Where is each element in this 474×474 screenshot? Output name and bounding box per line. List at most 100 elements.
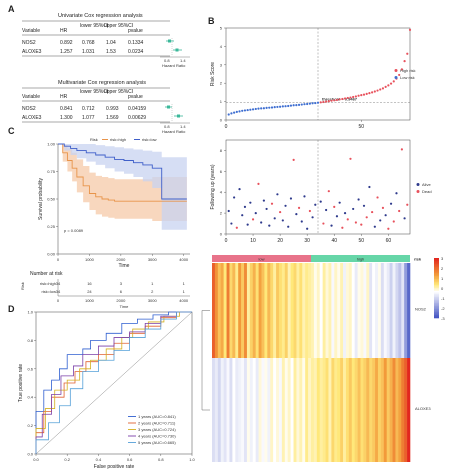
univariate-cox-table: Univariate Cox regression analysis Varia… <box>22 13 190 68</box>
heatmap-cell-nos2 <box>401 263 405 358</box>
follow-point <box>270 202 274 205</box>
uni-row-hr: 0.892 <box>60 40 73 46</box>
uni-row-hr: 1.257 <box>60 49 73 55</box>
x-tick-label: 2000 <box>116 257 126 262</box>
follow-point <box>341 226 344 229</box>
follow-point <box>327 190 330 193</box>
heatmap-cell-aloxe3 <box>316 358 321 462</box>
follow-point <box>230 222 233 225</box>
heatmap-cell-aloxe3 <box>249 358 254 462</box>
heatmap-cell-nos2 <box>220 263 224 358</box>
uni-tick: 0.8 <box>164 58 170 63</box>
risk-annotation-label: high <box>357 257 365 262</box>
x-tick-label: 1.0 <box>189 457 195 462</box>
color-scale-step <box>434 282 439 284</box>
heatmap-cell-aloxe3 <box>363 358 367 462</box>
risk-point <box>265 106 268 109</box>
heatmap-cell-nos2 <box>380 263 385 358</box>
heatmap-cell-nos2 <box>354 263 358 358</box>
follow-point <box>281 219 284 222</box>
x-tick-label: 50 <box>359 238 365 244</box>
color-scale-label: -1 <box>441 296 445 301</box>
y-tick-label: 0.00 <box>47 252 56 257</box>
legend-label: Dead <box>422 189 432 194</box>
color-scale-label: -3 <box>441 316 445 321</box>
km-survival-plot: Risk risk=high risk=low 0.00 0.25 0.50 0.75 1.0… <box>38 137 190 269</box>
color-scale-step <box>434 316 439 319</box>
heatmap-cell-aloxe3 <box>343 358 347 462</box>
risk-annotation-block <box>212 255 311 262</box>
heatmap-cell-aloxe3 <box>264 358 268 462</box>
heatmap-cell-aloxe3 <box>401 358 405 462</box>
risk-point <box>362 93 366 96</box>
risk-point <box>284 105 287 108</box>
x-axis-label: False positive rate <box>94 464 135 470</box>
follow-point <box>398 209 401 213</box>
risk-point <box>373 90 376 93</box>
legend-label: Alive <box>422 182 431 187</box>
heatmap-cell-aloxe3 <box>244 358 248 462</box>
heatmap-cell-nos2 <box>348 263 353 358</box>
panel-label-a: A <box>8 4 15 14</box>
color-scale-step <box>434 300 439 302</box>
heatmap-cell-nos2 <box>241 263 245 358</box>
heatmap-cell-nos2 <box>290 263 294 358</box>
follow-point <box>300 220 303 223</box>
heatmap-cell-aloxe3 <box>392 358 396 462</box>
y-tick-label: 0.4 <box>27 395 33 400</box>
x-tick-label: 0 <box>225 124 228 130</box>
heatmap-cell-aloxe3 <box>404 358 408 462</box>
table-time: 4000 <box>179 298 189 303</box>
follow-point <box>262 199 265 202</box>
risk-point <box>289 104 293 107</box>
follow-point <box>257 182 260 185</box>
risk-point <box>379 88 382 91</box>
survival-curve <box>58 143 187 200</box>
ci-band <box>58 144 187 230</box>
heatmap-cell-aloxe3 <box>223 358 227 462</box>
heatmap-cell-nos2 <box>360 263 364 358</box>
heatmap-cell-aloxe3 <box>241 358 245 462</box>
multi-row-pvalue: 0.00629 <box>128 115 146 121</box>
univariate-title: Univariate Cox regression analysis <box>58 13 143 19</box>
follow-point <box>238 187 241 191</box>
follow-point <box>279 210 282 214</box>
y-tick-label: 1 <box>220 99 223 104</box>
risk-point <box>357 94 360 97</box>
heatmap-cell-aloxe3 <box>354 358 358 462</box>
risk-point <box>389 82 393 85</box>
heatmap-cell-nos2 <box>223 263 227 358</box>
color-scale-step <box>434 286 439 289</box>
heatmap-cell-aloxe3 <box>246 358 251 462</box>
color-scale-step <box>434 258 439 260</box>
color-scale-step <box>434 294 439 296</box>
follow-point <box>227 209 230 213</box>
roc-plot: 0.0 0.2 0.4 0.6 0.8 1.0 0.0 0.2 0.4 0.6 0.8 1.0 Fals… <box>18 310 196 471</box>
survival-curve <box>58 143 187 202</box>
follow-point <box>295 213 298 216</box>
heatmap-cell-aloxe3 <box>383 358 388 462</box>
roc-curve <box>35 311 192 454</box>
y-tick-label: 0.0 <box>27 452 33 457</box>
x-tick-label: 40 <box>331 238 337 244</box>
y-tick-label: 0.75 <box>47 169 56 174</box>
uni-row-variable: ALOXE3 <box>22 49 42 55</box>
follow-point <box>276 193 279 196</box>
color-scale-step <box>434 277 439 280</box>
color-scale-label: -2 <box>441 306 445 311</box>
heatmap-cell-aloxe3 <box>331 358 335 462</box>
table-count: 2 <box>151 289 154 294</box>
x-tick-label: 0 <box>57 257 60 262</box>
heatmap-cell-nos2 <box>389 263 393 358</box>
risk-point <box>268 106 271 109</box>
heatmap-cell-aloxe3 <box>270 358 274 462</box>
risk-point <box>260 107 263 110</box>
uni-header-upper: upper 95%CI <box>104 23 133 29</box>
color-scale-label: 2 <box>441 266 444 271</box>
x-tick-label: 50 <box>359 124 365 130</box>
roc-curve <box>35 311 192 454</box>
multi-header-variable: Variable <box>22 94 40 100</box>
uni-point-aloxe3 <box>175 48 179 52</box>
heatmap-cell-nos2 <box>366 263 370 358</box>
heatmap-cell-nos2 <box>328 263 332 358</box>
